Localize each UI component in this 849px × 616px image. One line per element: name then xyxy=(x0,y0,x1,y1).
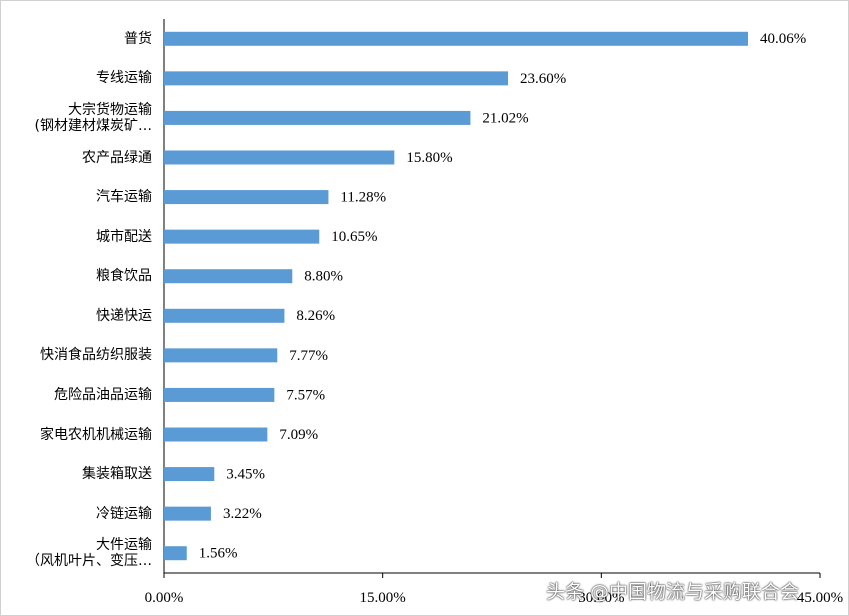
y-tick-label: 城市配送 xyxy=(96,228,152,245)
bar xyxy=(164,229,320,244)
y-tick-label: 大宗货物运输 (钢材建材煤炭矿… xyxy=(34,101,152,134)
bar xyxy=(164,308,285,323)
y-tick-label: 粮食饮品 xyxy=(96,268,152,285)
bar xyxy=(164,269,293,284)
y-tick-label: 危险品油品运输 xyxy=(54,386,152,403)
value-label: 23.60% xyxy=(520,71,566,87)
value-label: 3.22% xyxy=(223,506,262,522)
watermark: 头条 @中国物流与采购联合会 xyxy=(546,581,800,603)
value-label: 8.80% xyxy=(304,269,343,285)
y-tick-label: 农产品绿通 xyxy=(82,149,152,166)
y-tick-label: 家电农机机械运输 xyxy=(40,426,152,443)
x-tick-label: 45.00% xyxy=(797,590,843,606)
value-label: 15.80% xyxy=(406,150,452,166)
bar xyxy=(164,150,395,165)
bar xyxy=(164,71,509,86)
value-label: 40.06% xyxy=(760,31,806,47)
bar xyxy=(164,110,471,125)
y-tick-label: 冷链运输 xyxy=(96,505,152,522)
bar xyxy=(164,348,278,363)
y-tick-label: 快递快运 xyxy=(96,307,152,324)
y-tick-label: 专线运输 xyxy=(96,70,152,87)
bar xyxy=(164,546,187,561)
y-tick-label: 大件运输 （风机叶片、变压… xyxy=(26,537,152,570)
value-label: 10.65% xyxy=(331,229,377,245)
y-tick-label: 普货 xyxy=(124,30,152,47)
bar xyxy=(164,427,268,442)
bar xyxy=(164,467,215,482)
y-tick-label: 快消食品纺织服装 xyxy=(40,347,152,364)
value-label: 8.26% xyxy=(296,308,335,324)
y-tick-label: 集装箱取送 xyxy=(82,466,152,483)
x-tick-label: 15.00% xyxy=(360,590,406,606)
y-tick-label: 汽车运输 xyxy=(96,189,152,206)
value-label: 7.77% xyxy=(289,348,328,364)
bar xyxy=(164,387,275,402)
x-tick-label: 0.00% xyxy=(145,590,184,606)
value-label: 11.28% xyxy=(340,190,386,206)
bar xyxy=(164,506,211,521)
bar xyxy=(164,190,329,205)
value-label: 7.57% xyxy=(286,387,325,403)
value-label: 3.45% xyxy=(226,467,265,483)
value-label: 1.56% xyxy=(199,546,238,562)
bar xyxy=(164,31,748,46)
value-label: 7.09% xyxy=(279,427,318,443)
x-tick-label: 30.00% xyxy=(578,590,624,606)
value-label: 21.02% xyxy=(482,110,528,126)
